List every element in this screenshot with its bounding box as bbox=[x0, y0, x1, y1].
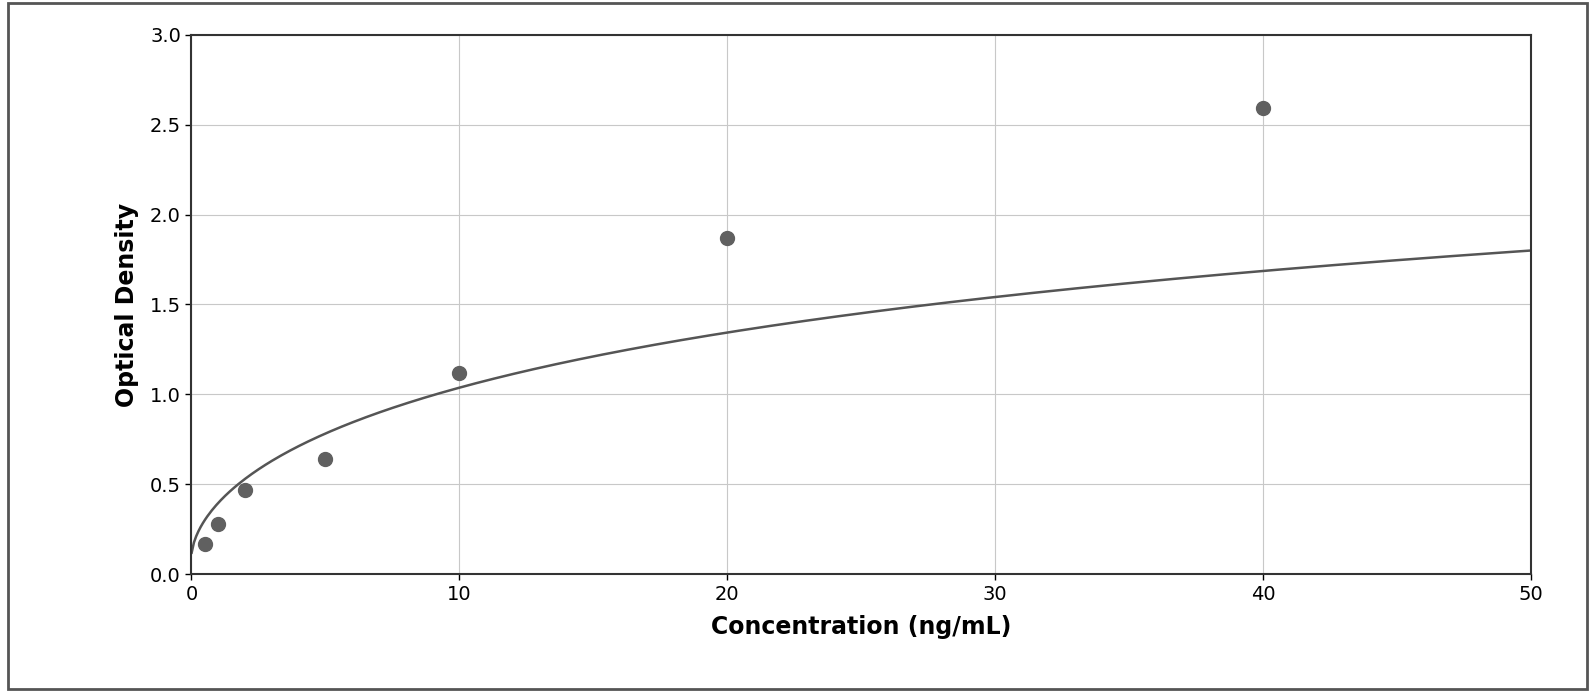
Point bbox=[313, 454, 338, 465]
Point bbox=[1250, 103, 1276, 114]
Point bbox=[715, 233, 740, 244]
Y-axis label: Optical Density: Optical Density bbox=[115, 203, 139, 406]
Point bbox=[233, 484, 258, 495]
Point bbox=[206, 518, 231, 529]
Point bbox=[447, 367, 472, 379]
X-axis label: Concentration (ng/mL): Concentration (ng/mL) bbox=[711, 615, 1011, 639]
Point bbox=[191, 538, 217, 549]
